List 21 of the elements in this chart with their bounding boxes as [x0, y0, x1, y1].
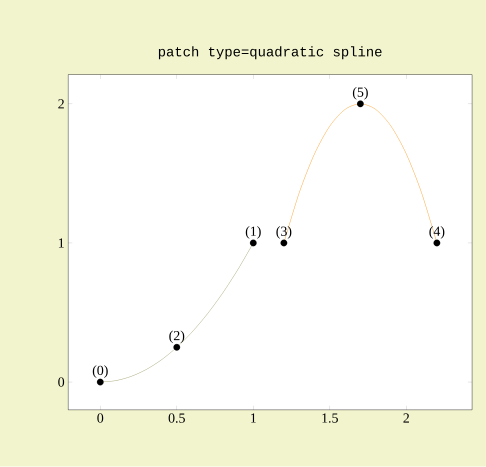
- point: [250, 240, 257, 247]
- annotation: (0): [92, 365, 108, 378]
- y-tick-label: 1: [58, 238, 64, 248]
- point: [433, 240, 440, 247]
- annotation: (4): [429, 226, 444, 239]
- chart-title: patch type=quadratic spline: [158, 46, 382, 60]
- x-tick-label: 2: [403, 414, 409, 423]
- point: [173, 344, 180, 351]
- point: [280, 240, 288, 247]
- x-tick-label: 0.5: [168, 414, 185, 424]
- x-tick-label: 1.5: [322, 414, 338, 423]
- point: [356, 100, 364, 108]
- y-tick-label: 0: [58, 378, 64, 387]
- annotation: (1): [246, 226, 261, 239]
- annotation: (5): [352, 87, 368, 100]
- point: [96, 378, 104, 386]
- y-tick-label: 2: [58, 99, 64, 109]
- x-tick-label: 1: [251, 414, 256, 423]
- x-tick-label: 0: [97, 414, 104, 423]
- annotation: (3): [276, 226, 292, 239]
- annotation: (2): [169, 330, 184, 344]
